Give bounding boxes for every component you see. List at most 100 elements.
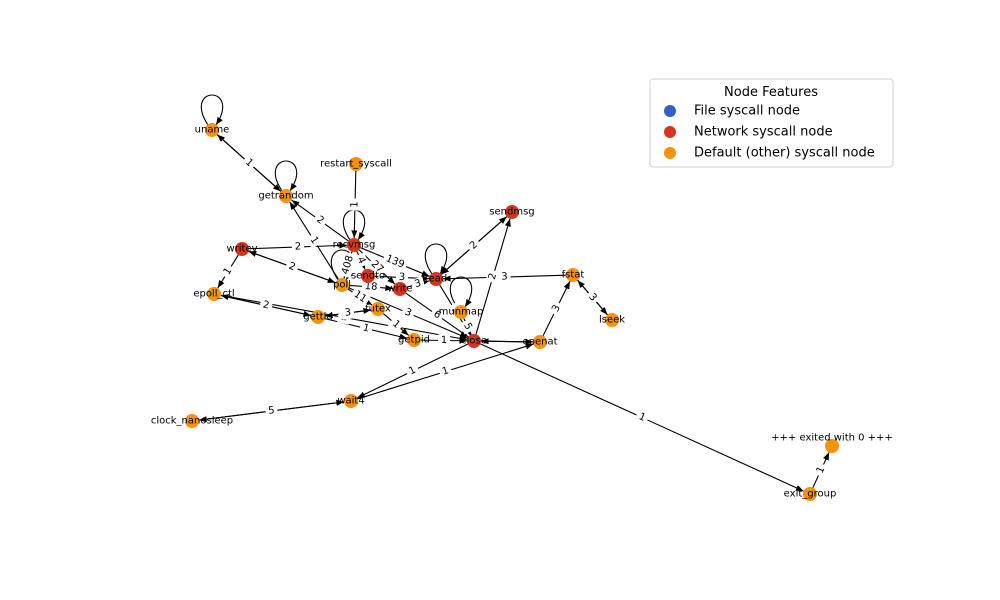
node-wait4: [344, 394, 358, 408]
edge-label-text: 2: [287, 261, 297, 274]
node-openat: [533, 335, 547, 349]
edge-label-bg: [264, 404, 279, 418]
edge-label-bg: [381, 251, 409, 273]
node-epoll-ctl: [207, 287, 221, 301]
node-label-epoll-ctl: epoll_ctl: [193, 289, 234, 300]
edge-label-text: 1: [407, 365, 418, 378]
edge-label-fstat-to-read: 3: [498, 270, 511, 284]
node-munmap: [454, 305, 468, 319]
node-label-sendmsg: sendmsg: [489, 207, 534, 218]
edge-label-bg: [348, 198, 362, 211]
edge-label-poll-to-futex: 11: [349, 287, 371, 307]
legend-marker-default: [664, 147, 676, 159]
edge-label-bg: [284, 259, 300, 275]
node-lseek: [605, 313, 619, 327]
edge-openat-to-close: [480, 338, 534, 345]
edge-label-bg: [634, 409, 650, 426]
edge-label-text: 1: [637, 411, 647, 424]
edge-label-text: 3: [501, 271, 508, 282]
edge-label-text: 1: [222, 266, 235, 277]
edge-label-munmap-to-close: 5: [459, 318, 476, 335]
edge-label-bg: [437, 363, 454, 380]
edge-label-uname-to-getrandom: 1: [240, 154, 258, 172]
node-fstat: [566, 268, 580, 282]
edge-label-text: 3: [399, 272, 406, 283]
self-loop-munmap: [449, 276, 473, 308]
edge-label-text: 2: [295, 241, 302, 252]
edge-label-text: 1: [349, 201, 360, 208]
edges: [198, 134, 830, 492]
edge-label-getpid-to-close: 1: [437, 334, 451, 347]
edge-label-text: 3: [344, 307, 352, 319]
edge-label-text: 18: [364, 281, 377, 293]
edge-label-text: 1: [308, 235, 321, 246]
edge-label-poll-to-close: 3: [400, 305, 416, 321]
edge-label-bg: [465, 237, 483, 254]
node-label-openat: openat: [522, 337, 557, 348]
edge-label-bg: [459, 318, 476, 335]
legend-marker-file: [664, 105, 676, 117]
legend-label-network: Network syscall node: [694, 125, 833, 140]
edge-label-fstat-to-lseek: 3: [584, 289, 601, 306]
legend-marker-network: [664, 126, 676, 138]
node-label-munmap: munmap: [439, 307, 484, 318]
edge-label-text: 1: [441, 365, 450, 377]
node-label-clock-nanosleep: clock_nanosleep: [151, 416, 233, 427]
edge-label-bg: [311, 212, 329, 229]
node-label-close: close: [461, 336, 487, 347]
self-loop-read: [424, 243, 448, 275]
edge-label-writev-to-recvmsg: 2: [291, 240, 305, 254]
node-label-recvmsg: recvmsg: [333, 240, 376, 251]
edge-label-text: 5: [461, 321, 474, 331]
node-poll: [335, 278, 349, 292]
node-writev: [235, 242, 249, 256]
edge-label-openat-to-fstat: 3: [548, 300, 565, 317]
node-exit-group: [803, 487, 817, 501]
edge-label-futex-to-gettid: 3: [341, 306, 355, 320]
node-sendto: [361, 269, 375, 283]
edge-label-bg: [353, 252, 369, 269]
edge-label-text: 2: [487, 272, 499, 281]
edge-label-bg: [358, 321, 374, 336]
node-label-exit-group: exit_group: [784, 489, 837, 500]
edge-label-bg: [404, 362, 421, 380]
node-label-lseek: lseek: [599, 315, 625, 326]
legend-item-default: Default (other) syscall node: [664, 146, 875, 161]
edge-label-bg: [437, 334, 451, 347]
edge-label-bg: [813, 462, 829, 478]
edge-label-text: 4: [355, 255, 368, 265]
node-label-getrandom: getrandom: [258, 191, 313, 202]
edge-label-bg: [258, 298, 274, 313]
node-read: [429, 272, 443, 286]
edge-label-bg: [361, 280, 381, 294]
edge-label-poll-to-getrandom: 1: [305, 232, 323, 249]
edge-label-recvmsg-to-poll: 408: [338, 251, 358, 279]
edge-label-close-to-wait4: 1: [404, 362, 421, 380]
edge-label-writev-to-poll: 2: [284, 259, 300, 275]
node-write: [393, 282, 407, 296]
node-label-exited: +++ exited with 0 +++: [771, 433, 893, 444]
edge-label-bg: [428, 306, 446, 324]
edge-label-gettid-to-getpid: 1: [358, 321, 374, 336]
edge-label-sendto-to-read: 3: [395, 271, 409, 284]
edge-label-text: 3: [550, 303, 563, 314]
edge-labels: 1121221211394084272333318111336152111311…: [219, 154, 829, 478]
edge-label-text: 6: [431, 309, 443, 322]
edge-label-bg: [400, 305, 416, 321]
node-label-restart-syscall: restart_syscall: [320, 159, 392, 170]
node-getpid: [407, 333, 421, 347]
node-gettid: [311, 310, 325, 324]
legend-item-file: File syscall node: [664, 104, 800, 119]
edge-label-bg: [498, 270, 511, 284]
node-label-getpid: getpid: [398, 335, 430, 346]
edge-label-epoll-ctl-to-gettid: 2: [258, 298, 274, 313]
edge-label-recvmsg-to-sendto: 4: [353, 252, 369, 269]
edge-label-bg: [349, 287, 371, 307]
legend-item-network: Network syscall node: [664, 125, 833, 140]
node-label-gettid: gettid: [303, 312, 332, 323]
edge-label-bg: [548, 300, 565, 317]
legend-label-default: Default (other) syscall node: [694, 146, 875, 161]
edge-label-bg: [387, 316, 405, 333]
edge-label-recvmsg-to-getrandom: 2: [311, 212, 329, 229]
